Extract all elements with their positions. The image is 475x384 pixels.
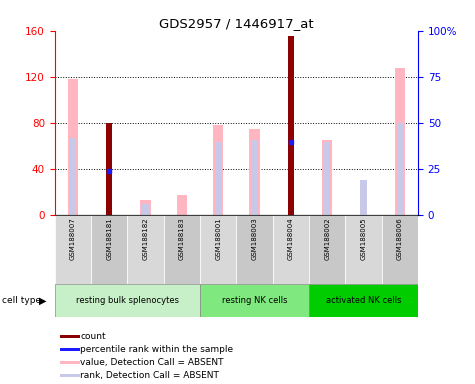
Bar (324, 142, 331, 215)
Bar (213, 125, 223, 215)
Bar (200, 284, 309, 317)
Title: GDS2957 / 1446917_at: GDS2957 / 1446917_at (159, 17, 314, 30)
Bar (127, 215, 163, 284)
Text: count: count (80, 332, 105, 341)
Bar (309, 284, 418, 317)
Bar (381, 215, 418, 284)
Bar (215, 142, 221, 215)
Bar (200, 215, 237, 284)
Bar (60, 348, 80, 351)
Text: percentile rank within the sample: percentile rank within the sample (80, 345, 233, 354)
Text: GSM188007: GSM188007 (70, 217, 76, 260)
Bar (142, 204, 149, 215)
Bar (287, 36, 294, 215)
Bar (322, 140, 332, 215)
Bar (69, 138, 76, 215)
Bar (309, 215, 345, 284)
Bar (237, 215, 273, 284)
Text: value, Detection Call = ABSENT: value, Detection Call = ABSENT (80, 358, 224, 367)
Bar (60, 361, 80, 364)
Bar (177, 195, 187, 215)
Text: GSM188182: GSM188182 (142, 217, 149, 260)
Bar (345, 215, 381, 284)
Bar (360, 180, 367, 215)
Bar (55, 284, 200, 317)
Text: GSM188183: GSM188183 (179, 217, 185, 260)
Text: GSM188002: GSM188002 (324, 217, 330, 260)
Bar (60, 374, 80, 377)
Text: resting bulk splenocytes: resting bulk splenocytes (76, 296, 179, 305)
Bar (395, 68, 405, 215)
Bar (55, 215, 91, 284)
Text: rank, Detection Call = ABSENT: rank, Detection Call = ABSENT (80, 371, 219, 380)
Bar (251, 140, 258, 215)
Bar (397, 123, 403, 215)
Bar (273, 215, 309, 284)
Bar (91, 215, 127, 284)
Text: GSM188003: GSM188003 (251, 217, 257, 260)
Bar (68, 79, 78, 215)
Bar (106, 123, 113, 215)
Text: GSM188005: GSM188005 (361, 217, 367, 260)
Text: GSM188001: GSM188001 (215, 217, 221, 260)
Text: resting NK cells: resting NK cells (222, 296, 287, 305)
Bar (60, 335, 80, 338)
Bar (249, 129, 259, 215)
Text: activated NK cells: activated NK cells (326, 296, 401, 305)
Text: GSM188006: GSM188006 (397, 217, 403, 260)
Text: cell type: cell type (2, 296, 41, 305)
Text: GSM188181: GSM188181 (106, 217, 112, 260)
Bar (141, 200, 151, 215)
Text: ▶: ▶ (39, 295, 47, 306)
Text: GSM188004: GSM188004 (288, 217, 294, 260)
Bar (163, 215, 200, 284)
